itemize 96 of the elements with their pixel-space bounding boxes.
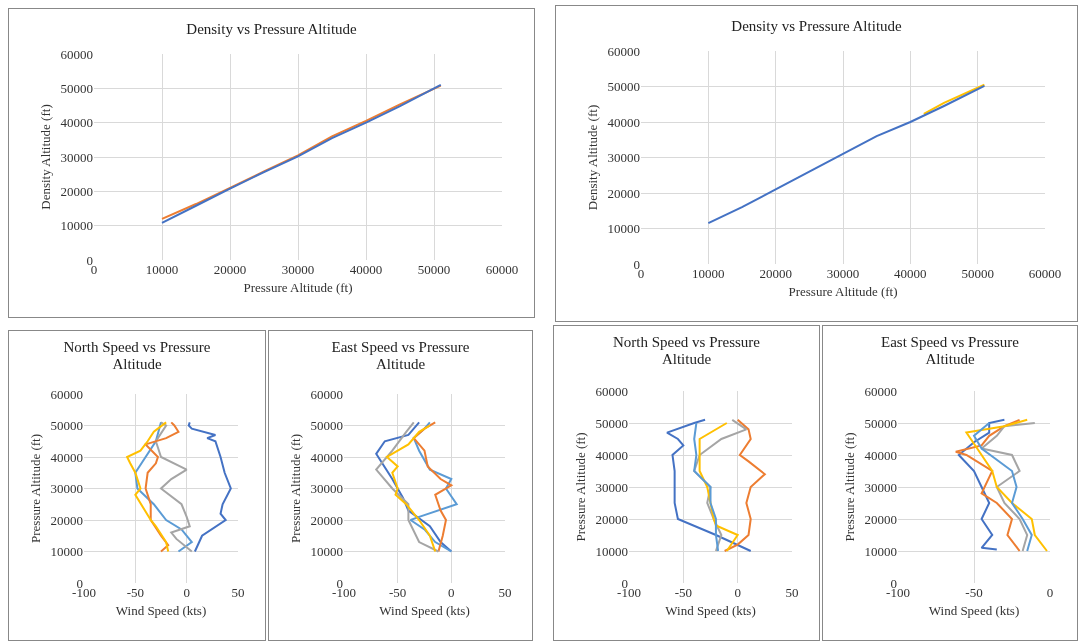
y-tick-label: 20000: [60, 183, 93, 199]
chart-title: Density vs Pressure Altitude: [185, 21, 358, 38]
y-tick-label: 50000: [595, 415, 628, 431]
y-axis-title: Density Altitude (ft): [585, 104, 601, 211]
line-series: [154, 421, 193, 553]
x-tick-label: 0: [734, 585, 741, 600]
line-series: [707, 84, 986, 225]
y-tick-label: 30000: [50, 481, 83, 497]
line-series: [187, 421, 232, 553]
y-axis-title: Pressure Altitude (ft): [288, 433, 304, 544]
chart-title: East Speed vs Pressure Altitude: [880, 334, 1020, 368]
y-tick-label: 10000: [50, 544, 83, 560]
y-tick-label: 10000: [607, 221, 640, 237]
x-axis-title: Wind Speed (kts): [665, 602, 756, 618]
y-axis-title: Density Altitude (ft): [38, 104, 54, 210]
x-axis-title: Wind Speed (kts): [928, 602, 1020, 618]
y-tick-label: 30000: [310, 481, 343, 497]
line-series: [957, 418, 1006, 551]
line-series: [126, 421, 170, 553]
y-tick-label: 10000: [595, 543, 628, 559]
y-tick-label: 50000: [50, 418, 83, 434]
y-tick-label: 20000: [50, 512, 83, 528]
y-tick-label: 20000: [595, 511, 628, 527]
x-tick-label: 50000: [961, 266, 994, 281]
y-tick-label: 30000: [864, 479, 897, 495]
line-series: [144, 421, 180, 553]
y-tick-label: 40000: [864, 447, 897, 463]
y-tick-label: 30000: [607, 150, 640, 166]
y-tick-label: 20000: [607, 185, 640, 201]
y-axis-title: Pressure Altitude (ft): [28, 433, 44, 544]
line-series: [693, 422, 720, 552]
line-series: [375, 421, 440, 553]
x-tick-label: -50: [126, 585, 144, 600]
y-axis-title: Pressure Altitude (ft): [842, 432, 858, 542]
chart-title: North Speed vs Pressure Altitude: [611, 334, 762, 368]
line-series: [385, 424, 437, 553]
y-tick-label: 40000: [595, 447, 628, 463]
line-series: [666, 418, 752, 552]
x-tick-label: -50: [389, 585, 407, 600]
line-series: [134, 421, 193, 553]
line-series: [693, 418, 748, 552]
line-series: [965, 418, 1048, 552]
y-tick-label: 60000: [864, 383, 897, 399]
line-series: [375, 421, 453, 553]
line-series: [723, 418, 766, 552]
x-tick-label: 20000: [759, 266, 792, 281]
x-tick-label: 50: [231, 585, 245, 600]
x-axis-title: Wind Speed (kts): [379, 602, 470, 618]
y-tick-label: 50000: [60, 80, 93, 96]
y-tick-label: 60000: [595, 383, 628, 399]
x-tick-label: 10000: [692, 266, 725, 281]
x-tick-label: 0: [183, 585, 190, 600]
y-tick-label: 50000: [310, 418, 343, 434]
x-tick-label: -50: [674, 585, 692, 600]
y-tick-label: 50000: [864, 415, 897, 431]
x-tick-label: 30000: [826, 266, 860, 281]
x-tick-label: 40000: [894, 266, 927, 281]
x-tick-label: 30000: [281, 262, 315, 277]
y-tick-label: 10000: [60, 218, 93, 234]
y-tick-label: 20000: [310, 512, 343, 528]
y-axis-title: Pressure Altitude (ft): [573, 432, 589, 542]
y-tick-label: 10000: [864, 543, 897, 559]
x-axis-title: Wind Speed (kts): [115, 602, 207, 618]
x-tick-label: 10000: [145, 262, 179, 277]
chart-title: Density vs Pressure Altitude: [730, 18, 903, 35]
y-tick-label: 40000: [310, 449, 343, 465]
x-tick-label: 60000: [485, 262, 519, 277]
y-tick-label: 40000: [607, 114, 640, 130]
line-series: [973, 422, 1033, 552]
x-tick-label: 50: [498, 585, 512, 600]
x-tick-label: 0: [448, 585, 455, 600]
chart-title: East Speed vs Pressure Altitude: [330, 339, 471, 373]
y-tick-label: 60000: [310, 386, 343, 402]
y-tick-label: 30000: [595, 479, 628, 495]
x-tick-label: 0: [1046, 585, 1054, 600]
y-tick-label: 60000: [60, 46, 93, 62]
x-tick-label: 20000: [213, 262, 247, 277]
x-tick-label: -50: [965, 585, 983, 600]
y-tick-label: 30000: [60, 149, 93, 165]
y-tick-label: 40000: [60, 115, 93, 131]
x-axis-title: Pressure Altitude (ft): [243, 279, 353, 295]
line-series: [954, 418, 1021, 552]
line-series: [980, 422, 1036, 552]
chart-title: North Speed vs Pressure Altitude: [62, 339, 212, 373]
x-tick-label: 60000: [1028, 266, 1062, 281]
y-tick-label: 60000: [607, 43, 640, 59]
y-tick-label: 50000: [607, 79, 640, 95]
y-tick-label: 10000: [310, 544, 343, 560]
x-axis-title: Pressure Altitude (ft): [788, 283, 898, 299]
x-tick-label: 50000: [417, 262, 451, 277]
y-tick-label: 20000: [864, 511, 897, 527]
y-tick-label: 60000: [50, 386, 83, 402]
x-tick-label: 40000: [349, 262, 383, 277]
line-series: [698, 422, 739, 552]
y-tick-label: 40000: [50, 449, 83, 465]
x-tick-label: 50: [785, 585, 799, 600]
